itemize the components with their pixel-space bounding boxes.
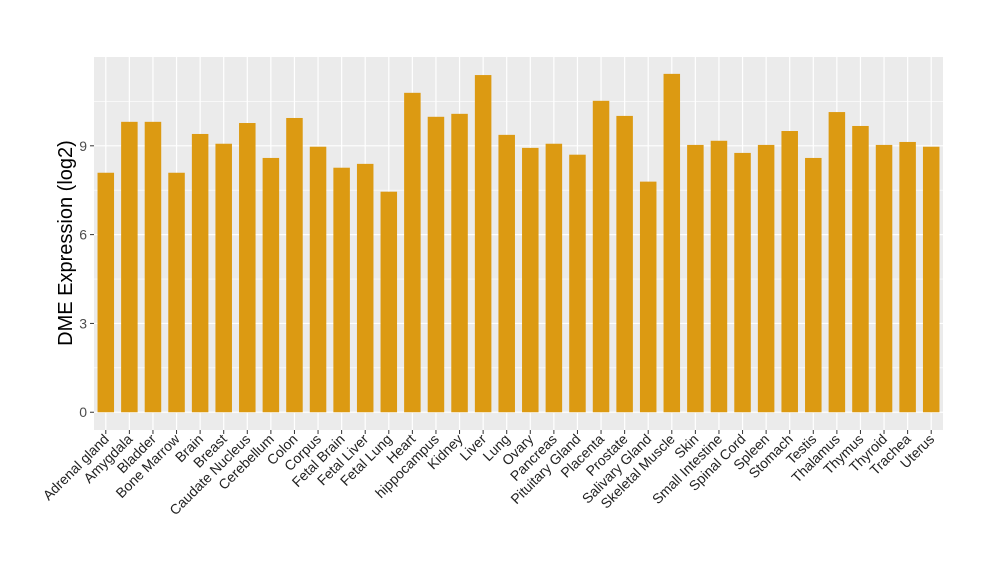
y-tick-label: 9 bbox=[79, 138, 87, 154]
bar bbox=[828, 112, 846, 413]
bar bbox=[922, 146, 940, 413]
bar bbox=[97, 172, 115, 413]
bar bbox=[899, 141, 916, 413]
bar bbox=[168, 172, 185, 413]
bar bbox=[451, 113, 468, 413]
bar bbox=[545, 143, 563, 413]
bar bbox=[852, 125, 869, 413]
y-tick-label: 0 bbox=[79, 404, 87, 420]
bar bbox=[191, 133, 209, 413]
bar bbox=[757, 144, 775, 413]
bar bbox=[239, 123, 256, 413]
bar bbox=[498, 134, 515, 413]
bar bbox=[356, 163, 374, 413]
bar bbox=[522, 147, 539, 413]
bar bbox=[687, 144, 704, 413]
y-axis-label: DME Expression (log2) bbox=[55, 140, 77, 346]
bar bbox=[215, 143, 232, 413]
bar bbox=[333, 167, 350, 413]
bar bbox=[663, 73, 681, 413]
y-tick-label: 3 bbox=[79, 315, 87, 331]
bar bbox=[781, 131, 798, 413]
bar bbox=[616, 115, 633, 413]
bar bbox=[121, 121, 138, 413]
bar bbox=[404, 92, 421, 413]
bar bbox=[380, 191, 398, 413]
bar bbox=[734, 152, 751, 413]
bar bbox=[710, 140, 728, 413]
bar bbox=[805, 157, 822, 413]
bar bbox=[474, 75, 492, 413]
bar bbox=[262, 157, 280, 413]
bar bbox=[144, 121, 162, 413]
bars bbox=[97, 73, 940, 413]
bar bbox=[592, 100, 610, 413]
bar bbox=[427, 116, 445, 413]
bar bbox=[309, 146, 327, 413]
y-tick-label: 6 bbox=[79, 227, 87, 243]
bar bbox=[569, 154, 586, 413]
bar bbox=[639, 181, 657, 413]
bar bbox=[875, 144, 893, 413]
bar bbox=[286, 117, 303, 413]
y-axis: 0 3 6 9 bbox=[79, 138, 94, 420]
